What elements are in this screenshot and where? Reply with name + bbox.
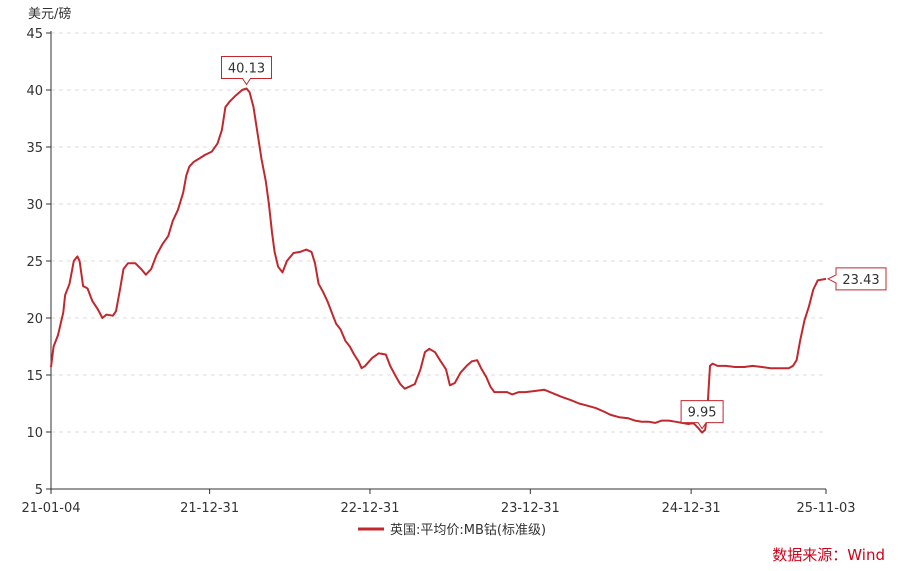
callout-label: 9.95 bbox=[688, 406, 717, 421]
x-tick-label: 22-12-31 bbox=[340, 501, 399, 516]
x-tick-label: 21-12-31 bbox=[180, 501, 239, 516]
callout-label: 40.13 bbox=[228, 62, 265, 77]
value-callout: 40.13 bbox=[221, 56, 273, 86]
callout-box bbox=[221, 56, 273, 86]
x-axis: 21-01-04 21-12-31 22-12-31 23-12-31 24-12-31… bbox=[21, 488, 856, 516]
annotations-layer: 40.13 9.95 23.43 bbox=[221, 56, 887, 430]
legend-label: 英国:平均价:MB钴(标准级) bbox=[390, 523, 546, 538]
grid-lines bbox=[51, 32, 826, 433]
callout-box bbox=[826, 267, 887, 291]
y-tick-label: 20 bbox=[26, 312, 43, 327]
x-tick-label: 25-11-03 bbox=[796, 501, 855, 516]
x-tick-label: 23-12-31 bbox=[501, 501, 560, 516]
y-tick-label: 5 bbox=[35, 483, 43, 498]
callout-label: 23.43 bbox=[842, 273, 879, 288]
y-axis-unit-label: 美元/磅 bbox=[28, 6, 71, 22]
legend: 英国:平均价:MB钴(标准级) bbox=[358, 523, 546, 538]
y-tick-label: 45 bbox=[26, 27, 43, 42]
callout-box bbox=[680, 400, 724, 430]
series-layer bbox=[50, 87, 827, 434]
y-tick-label: 40 bbox=[26, 84, 43, 99]
y-axis: 5 10 15 20 25 30 35 40 45 bbox=[26, 27, 52, 498]
x-tick-label: 21-01-04 bbox=[21, 501, 80, 516]
y-tick-label: 15 bbox=[26, 369, 43, 384]
y-tick-label: 10 bbox=[26, 426, 43, 441]
y-tick-label: 35 bbox=[26, 141, 43, 156]
data-source-label: 数据来源：Wind bbox=[772, 546, 885, 564]
x-tick-label: 24-12-31 bbox=[662, 501, 721, 516]
value-callout: 9.95 bbox=[680, 400, 724, 430]
y-tick-label: 30 bbox=[26, 198, 43, 213]
value-callout: 23.43 bbox=[826, 267, 887, 291]
y-tick-label: 25 bbox=[26, 255, 43, 270]
series-line bbox=[50, 87, 827, 434]
